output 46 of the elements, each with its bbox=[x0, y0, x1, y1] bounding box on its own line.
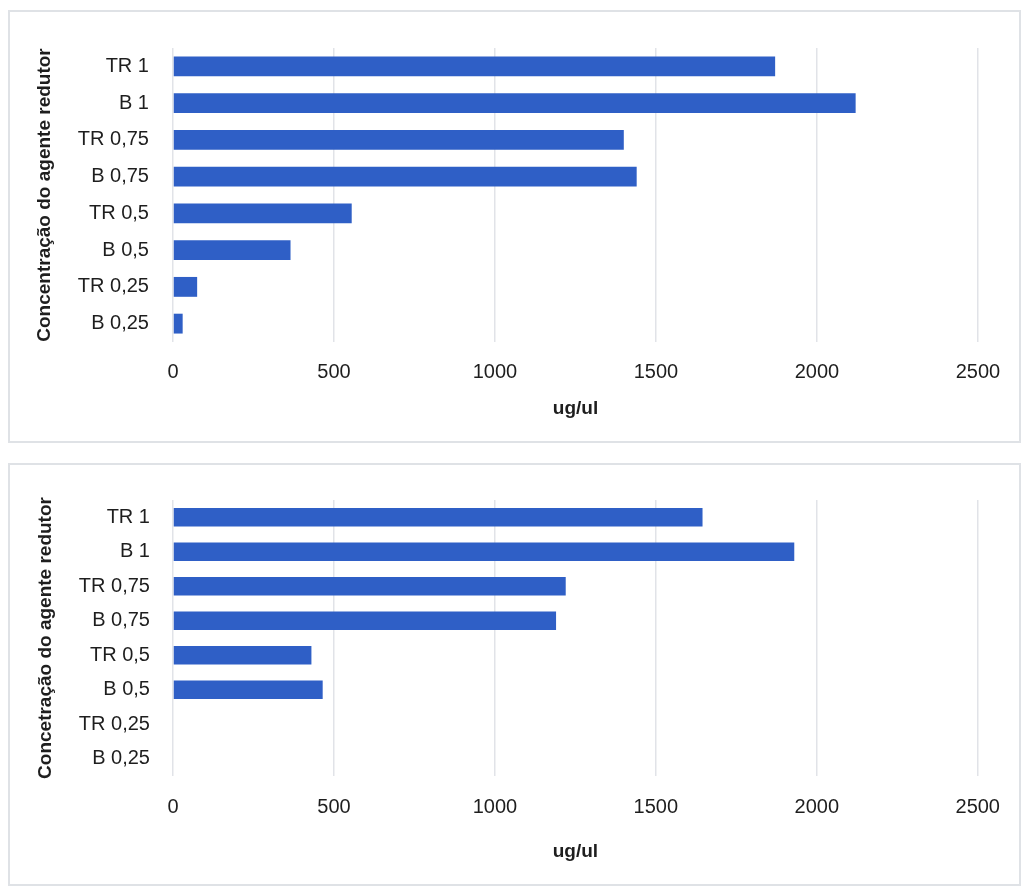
x-axis-title: ug/ul bbox=[552, 839, 599, 861]
bar bbox=[173, 276, 198, 297]
bar bbox=[173, 166, 637, 187]
x-axis-title: ug/ul bbox=[552, 396, 599, 418]
bar bbox=[173, 576, 566, 596]
y-tick-label: B 0,75 bbox=[92, 608, 150, 631]
bar bbox=[173, 680, 323, 700]
y-tick-label: TR 0,25 bbox=[77, 274, 149, 297]
y-tick-label: TR 1 bbox=[105, 53, 149, 76]
x-tick-label: 1000 bbox=[472, 794, 518, 817]
x-tick-label: 500 bbox=[317, 359, 351, 382]
x-tick-label: 2000 bbox=[794, 794, 840, 817]
y-tick-label: TR 0,5 bbox=[88, 200, 149, 223]
bar bbox=[173, 203, 352, 224]
y-tick-label: B 0,25 bbox=[91, 311, 149, 334]
x-tick-label: 0 bbox=[167, 359, 179, 382]
y-tick-label: B 0,75 bbox=[91, 164, 149, 187]
bar bbox=[173, 313, 183, 334]
y-tick-label: B 1 bbox=[119, 539, 150, 562]
y-tick-label: B 0,5 bbox=[102, 237, 149, 260]
y-tick-label: B 0,25 bbox=[92, 746, 150, 769]
y-axis-title: Concentração do agente redutor bbox=[32, 47, 54, 342]
x-tick-label: 1500 bbox=[633, 794, 679, 817]
bar bbox=[173, 129, 624, 150]
x-tick-label: 0 bbox=[167, 794, 179, 817]
bar bbox=[173, 542, 795, 562]
bar bbox=[173, 240, 291, 261]
y-tick-label: TR 1 bbox=[106, 504, 150, 527]
x-tick-label: 2500 bbox=[955, 794, 1000, 817]
x-tick-label: 2000 bbox=[794, 359, 840, 382]
x-tick-label: 1500 bbox=[633, 359, 679, 382]
bar bbox=[173, 611, 557, 631]
x-tick-label: 2500 bbox=[955, 359, 1001, 382]
bar bbox=[173, 93, 856, 114]
x-tick-label: 1000 bbox=[472, 359, 518, 382]
x-tick-label: 500 bbox=[317, 794, 351, 817]
y-tick-label: TR 0,75 bbox=[77, 127, 149, 150]
y-tick-label: TR 0,25 bbox=[78, 711, 150, 734]
bar bbox=[173, 645, 312, 665]
y-tick-label: B 0,5 bbox=[103, 677, 150, 700]
y-tick-label: TR 0,5 bbox=[89, 642, 150, 665]
y-tick-label: B 1 bbox=[118, 90, 149, 113]
bar bbox=[173, 56, 776, 77]
bar bbox=[173, 507, 703, 527]
y-axis-title: Concetração do agente redutor bbox=[33, 496, 55, 779]
y-tick-label: TR 0,75 bbox=[78, 573, 150, 596]
